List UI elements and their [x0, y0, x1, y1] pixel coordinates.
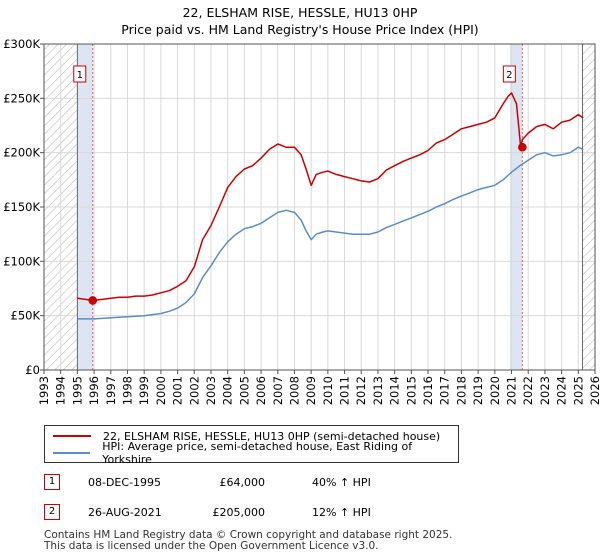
x-tick-label: 2025: [571, 376, 585, 405]
x-tick-label: 2014: [388, 376, 402, 405]
sale-price: £64,000: [219, 476, 266, 489]
sale-hpi-delta: 12% ↑ HPI: [312, 506, 371, 519]
x-tick-label: 2022: [521, 376, 535, 405]
chart-title-block: 22, ELSHAM RISE, HESSLE, HU13 0HP Price …: [0, 4, 600, 38]
sale-label: 2: [506, 70, 512, 81]
legend-swatch-hpi: [53, 452, 91, 454]
sale-point: [518, 142, 527, 152]
y-tick-label: £200K: [3, 146, 40, 160]
x-tick-label: 2021: [505, 376, 519, 405]
y-tick-label: £50K: [11, 309, 41, 323]
y-tick-label: £300K: [3, 37, 40, 51]
x-tick-label: 2002: [187, 376, 201, 405]
sale-date: 08-DEC-1995: [88, 476, 162, 489]
sale-row: 2 26-AUG-2021 £205,000 12% ↑ HPI: [0, 503, 600, 523]
x-tick-label: 2023: [538, 376, 552, 405]
x-tick-label: 1996: [87, 376, 101, 405]
x-tick-label: 2004: [221, 376, 235, 405]
x-tick-label: 1993: [37, 376, 51, 405]
legend: 22, ELSHAM RISE, HESSLE, HU13 0HP (semi-…: [44, 425, 459, 466]
sale-date: 26-AUG-2021: [88, 506, 162, 519]
x-tick-label: 1995: [70, 376, 84, 405]
sale-label-box: [502, 65, 516, 83]
x-tick-label: 2010: [321, 376, 335, 405]
sale-point: [88, 296, 98, 305]
x-tick-label: 2003: [204, 376, 218, 405]
x-tick-label: 1998: [120, 376, 134, 405]
x-tick-label: 2020: [488, 376, 502, 405]
x-tick-label: 2015: [404, 376, 418, 405]
x-tick-label: 2000: [154, 376, 168, 405]
sale-number-badge: 2: [44, 504, 60, 520]
hpi-line: [77, 146, 584, 320]
x-tick-label: 2012: [354, 376, 368, 405]
footer-attribution: Contains HM Land Registry data © Crown c…: [44, 530, 452, 552]
x-tick-label: 2009: [304, 376, 318, 405]
legend-swatch-price-paid: [53, 435, 91, 437]
x-tick-label: 2011: [338, 376, 352, 405]
legend-item-price-paid: 22, ELSHAM RISE, HESSLE, HU13 0HP (semi-…: [53, 428, 440, 444]
x-tick-label: 2019: [471, 376, 485, 405]
x-tick-label: 2008: [287, 376, 301, 405]
x-tick-label: 2006: [254, 376, 268, 405]
chart-title: 22, ELSHAM RISE, HESSLE, HU13 0HP: [182, 5, 418, 20]
y-tick-label: £250K: [3, 91, 40, 105]
price-paid-line: [77, 92, 584, 302]
x-tick-label: 2017: [438, 376, 452, 405]
x-tick-label: 1997: [104, 376, 118, 405]
x-tick-label: 2024: [555, 376, 569, 405]
y-tick-label: £150K: [3, 200, 40, 214]
x-tick-label: 2026: [588, 376, 600, 405]
sale-row: 1 08-DEC-1995 £64,000 40% ↑ HPI: [0, 473, 600, 493]
x-tick-label: 2013: [371, 376, 385, 405]
x-tick-label: 2007: [271, 376, 285, 405]
x-tick-label: 2001: [171, 376, 185, 405]
sale-label-box: [73, 65, 87, 83]
footer-line-copyright: Contains HM Land Registry data © Crown c…: [44, 529, 453, 541]
sale-price: £205,000: [212, 506, 266, 519]
chart-subtitle: Price paid vs. HM Land Registry's House …: [121, 22, 479, 37]
x-tick-label: 2016: [421, 376, 435, 405]
sale-number-badge: 1: [44, 474, 60, 490]
legend-label-hpi: HPI: Average price, semi-detached house,…: [102, 440, 413, 466]
footer-line-licence: This data is licensed under the Open Gov…: [44, 540, 379, 552]
legend-label-price-paid: 22, ELSHAM RISE, HESSLE, HU13 0HP (semi-…: [103, 429, 441, 443]
x-tick-label: 2005: [237, 376, 251, 405]
x-tick-label: 2018: [454, 376, 468, 405]
x-tick-label: 1999: [137, 376, 151, 405]
x-tick-label: 1994: [54, 376, 68, 405]
legend-item-hpi: HPI: Average price, semi-detached house,…: [53, 440, 458, 466]
sale-label: 1: [77, 70, 83, 81]
sale-hpi-delta: 40% ↑ HPI: [312, 476, 371, 489]
y-tick-label: £100K: [3, 254, 40, 268]
y-tick-label: £0: [25, 363, 40, 377]
